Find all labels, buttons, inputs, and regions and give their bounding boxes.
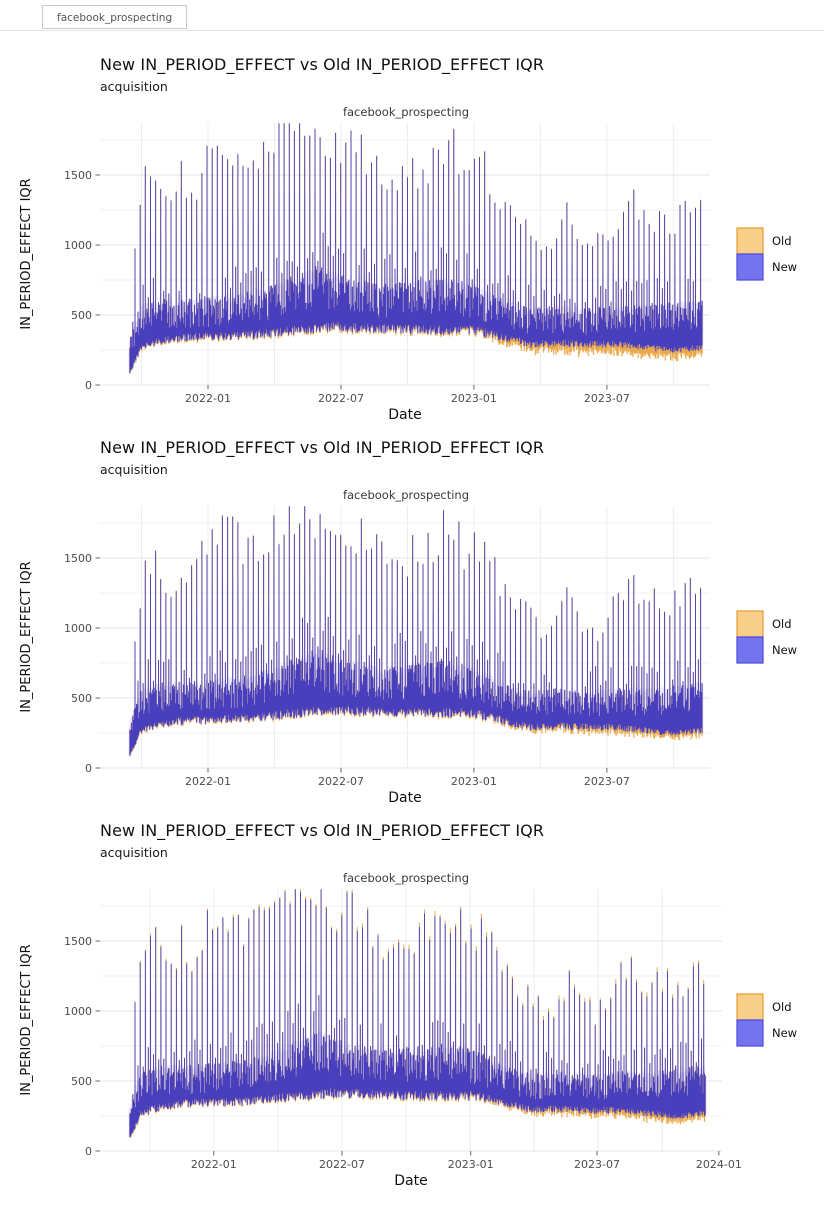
x-axis-label: Date [388, 790, 421, 806]
y-tick-label: 0 [85, 762, 92, 775]
y-tick-label: 1000 [64, 1005, 92, 1018]
x-tick-label: 2022-01 [191, 1158, 237, 1171]
y-tick-label: 0 [85, 379, 92, 392]
axes: 0 500 1000 1500 2022-01 2022-07 2023-01 2023-07… [19, 552, 630, 806]
facet-label: facebook_prospecting [342, 871, 470, 885]
y-tick-label: 0 [85, 1145, 92, 1158]
legend-label: Old [772, 234, 792, 248]
y-tick-label: 1500 [64, 169, 92, 182]
y-tick-label: 500 [71, 1075, 92, 1088]
x-tick-label: 2023-01 [451, 775, 497, 788]
charts-container: New IN_PERIOD_EFFECT vs Old IN_PERIOD_EF… [0, 31, 824, 1194]
x-tick-label: 2022-01 [185, 392, 231, 405]
y-tick-label: 1500 [64, 935, 92, 948]
x-tick-label: 2024-01 [696, 1158, 742, 1171]
series-new [128, 889, 707, 1137]
legend-label: New [772, 643, 797, 657]
legend-swatch-old [736, 993, 764, 1021]
y-axis-label: IN_PERIOD_EFFECT IQR [19, 561, 34, 712]
chart-canvas-1: 0 500 1000 1500 2022-01 2022-07 2023-01 2023-07… [19, 123, 797, 423]
axes: 0 500 1000 1500 2022-01 2022-07 2023-01 2023-07… [19, 169, 630, 423]
x-tick-label: 2022-07 [318, 775, 364, 788]
x-axis-label: Date [394, 1173, 427, 1189]
chart-canvas-2: 0 500 1000 1500 2022-01 2022-07 2023-01 2023-07… [19, 506, 797, 806]
y-tick-label: 1000 [64, 622, 92, 635]
x-tick-label: 2023-01 [448, 1158, 494, 1171]
legend-swatch-old [736, 610, 764, 638]
x-tick-label: 2022-01 [185, 775, 231, 788]
legend: Old New [736, 993, 797, 1047]
chart-subtitle: acquisition [100, 845, 168, 860]
legend-label: Old [772, 1000, 792, 1014]
chart-title: New IN_PERIOD_EFFECT vs Old IN_PERIOD_EF… [100, 55, 545, 74]
legend: Old New [736, 610, 797, 664]
chart-subtitle: acquisition [100, 462, 168, 477]
tab-facebook-prospecting[interactable]: facebook_prospecting [42, 5, 188, 29]
y-axis-label: IN_PERIOD_EFFECT IQR [19, 944, 34, 1095]
chart-block-2: New IN_PERIOD_EFFECT vs Old IN_PERIOD_EF… [0, 428, 824, 811]
facet-label: facebook_prospecting [342, 488, 470, 502]
legend-swatch-new [736, 1019, 764, 1047]
y-tick-label: 500 [71, 309, 92, 322]
x-tick-label: 2022-07 [318, 392, 364, 405]
legend-swatch-old [736, 227, 764, 255]
gridlines [100, 506, 710, 769]
series-new [128, 123, 704, 373]
legend-swatch-new [736, 636, 764, 664]
legend-label: New [772, 1026, 797, 1040]
facet-label: facebook_prospecting [342, 105, 470, 119]
y-tick-label: 500 [71, 692, 92, 705]
chart-title: New IN_PERIOD_EFFECT vs Old IN_PERIOD_EF… [100, 438, 545, 457]
legend-label: New [772, 260, 797, 274]
x-tick-label: 2023-07 [584, 775, 630, 788]
chart-canvas-3: 0 500 1000 1500 2022-01 2022-07 2023-01 2023-07… [19, 889, 797, 1189]
x-tick-label: 2022-07 [319, 1158, 365, 1171]
series-new [128, 506, 704, 756]
x-tick-label: 2023-07 [574, 1158, 620, 1171]
y-tick-label: 1000 [64, 239, 92, 252]
legend: Old New [736, 227, 797, 281]
axes: 0 500 1000 1500 2022-01 2022-07 2023-01 2023-07… [19, 935, 742, 1189]
legend-swatch-new [736, 253, 764, 281]
tab-bar: facebook_prospecting [0, 0, 824, 31]
x-tick-label: 2023-01 [451, 392, 497, 405]
chart-block-3: New IN_PERIOD_EFFECT vs Old IN_PERIOD_EF… [0, 811, 824, 1194]
y-tick-label: 1500 [64, 552, 92, 565]
chart-title: New IN_PERIOD_EFFECT vs Old IN_PERIOD_EF… [100, 821, 545, 840]
chart-subtitle: acquisition [100, 79, 168, 94]
legend-label: Old [772, 617, 792, 631]
y-axis-label: IN_PERIOD_EFFECT IQR [19, 178, 34, 329]
x-axis-label: Date [388, 407, 421, 423]
x-tick-label: 2023-07 [584, 392, 630, 405]
chart-block-1: New IN_PERIOD_EFFECT vs Old IN_PERIOD_EF… [0, 45, 824, 428]
